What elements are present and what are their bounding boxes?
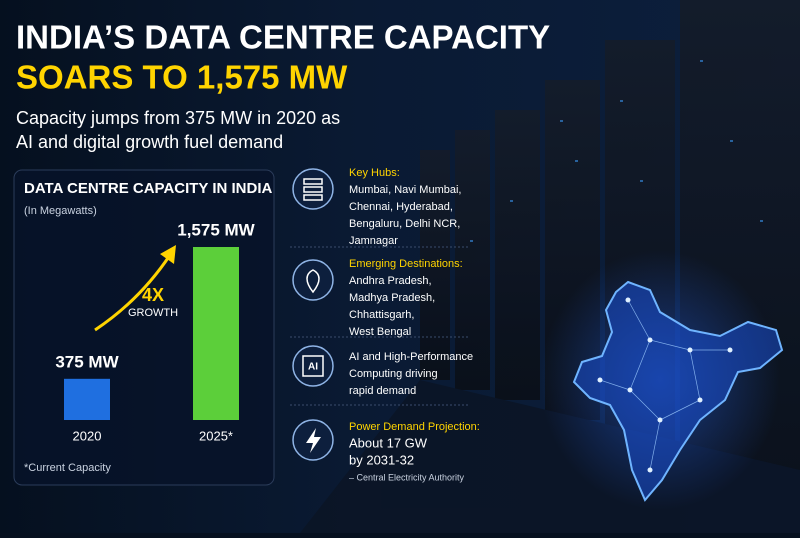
growth-arrow	[94, 254, 172, 332]
chart-title: DATA CENTRE CAPACITY IN INDIA	[24, 180, 273, 197]
info-line: by 2031-32	[349, 452, 414, 467]
subtitle: AI and digital growth fuel demand	[16, 132, 283, 152]
x-tick-label: 2025*	[199, 428, 233, 443]
subtitle: Capacity jumps from 375 MW in 2020 as	[16, 108, 340, 128]
info-title: Key Hubs:	[349, 167, 400, 179]
info-line: Computing driving	[349, 368, 438, 380]
value-label: 375 MW	[55, 352, 119, 371]
info-title: Power Demand Projection:	[349, 421, 480, 433]
footnote: *Current Capacity	[24, 462, 111, 474]
chart-subtitle: (In Megawatts)	[24, 205, 97, 217]
info-line: Bengaluru, Delhi NCR,	[349, 218, 460, 230]
bar	[64, 378, 110, 420]
icon-label: AI	[308, 362, 318, 373]
growth-arrowhead	[160, 245, 176, 264]
info-source: – Central Electricity Authority	[349, 472, 465, 482]
info-line: rapid demand	[349, 385, 416, 397]
info-line: About 17 GW	[349, 435, 428, 450]
title: INDIA’S DATA CENTRE CAPACITY	[16, 19, 550, 56]
info-line: Mumbai, Navi Mumbai,	[349, 184, 461, 196]
value-label: 1,575 MW	[177, 220, 255, 239]
info-line: Andhra Pradesh,	[349, 275, 432, 287]
info-title: Emerging Destinations:	[349, 258, 463, 270]
growth-label: GROWTH	[128, 307, 178, 319]
x-tick-label: 2020	[73, 428, 102, 443]
info-line: Chhattisgarh,	[349, 309, 414, 321]
info-line: AI and High-Performance	[349, 351, 473, 363]
india-map	[540, 250, 784, 510]
title-highlight: SOARS TO 1,575 MW	[16, 59, 348, 96]
info-line: Jamnagar	[349, 235, 398, 247]
separators	[290, 246, 470, 406]
info-line: West Bengal	[349, 326, 411, 338]
info-line: Chennai, Hyderabad,	[349, 201, 453, 213]
info-line: Madhya Pradesh,	[349, 292, 435, 304]
bar	[193, 247, 239, 420]
icons	[292, 168, 334, 461]
growth-annotation: 4X	[142, 285, 164, 305]
